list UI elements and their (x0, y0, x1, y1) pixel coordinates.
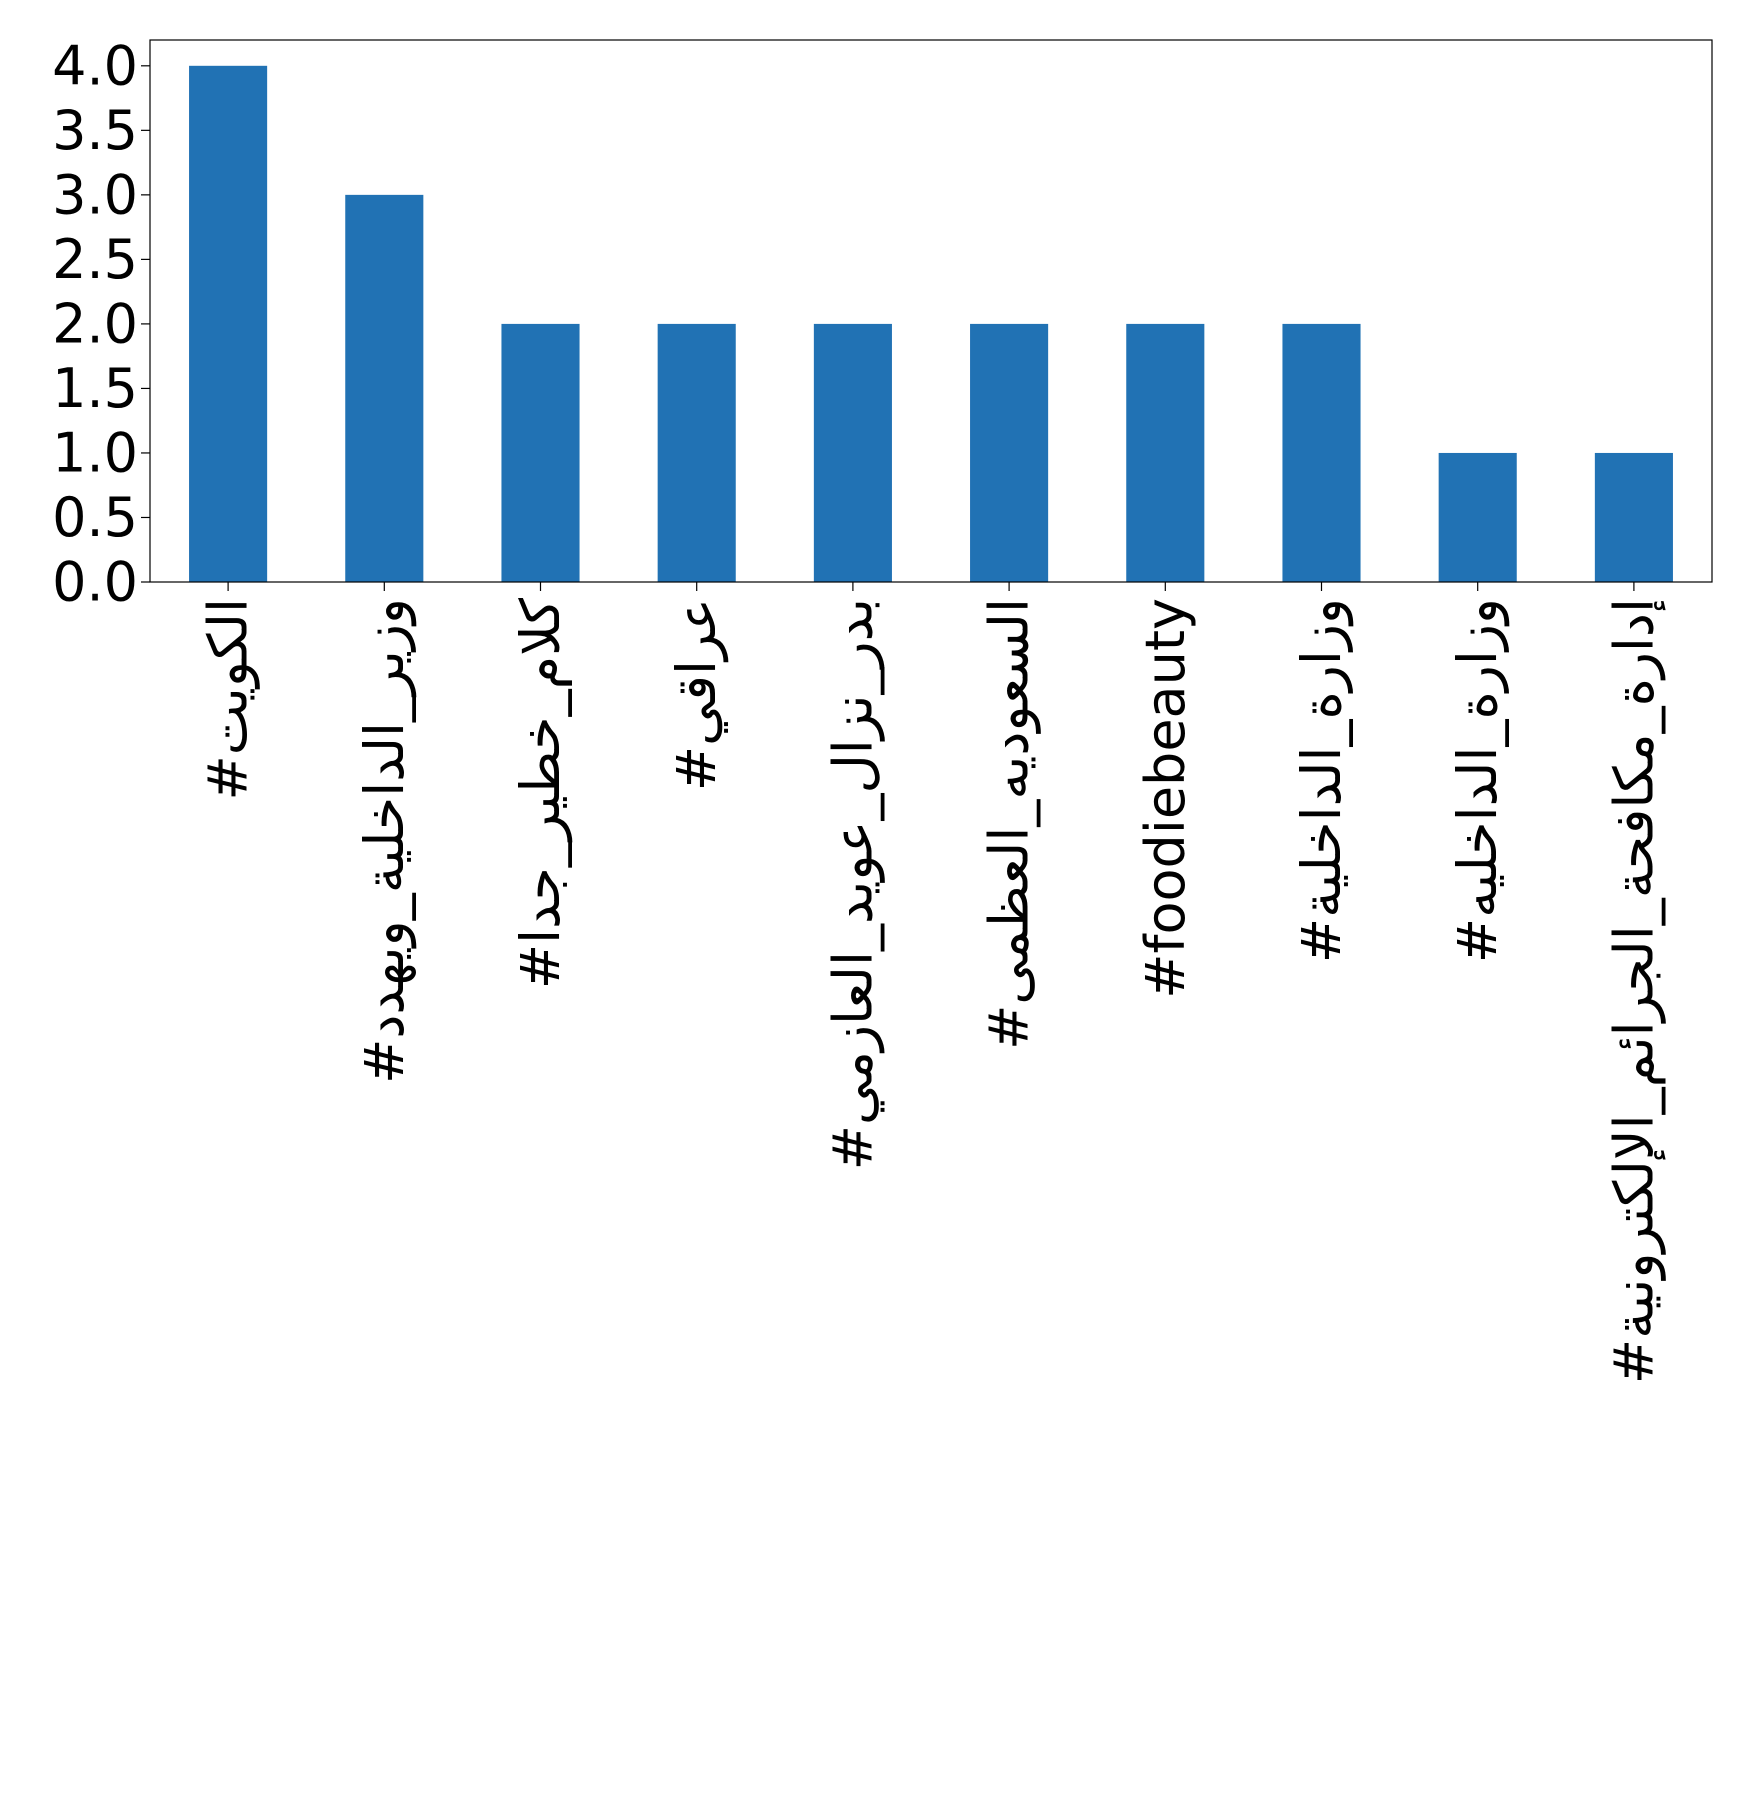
x-tick-label-6: #foodiebeauty (1134, 598, 1197, 999)
y-tick-label-0: 0.0 (52, 551, 138, 614)
x-tick-label-2: #كلام_خطير_جدا (509, 598, 572, 989)
x-tick-label-5: #السعوديه_العظمى (978, 598, 1041, 1050)
bar-0 (189, 65, 268, 582)
bar-2 (501, 323, 580, 582)
y-tick-label-6: 3.0 (52, 163, 138, 226)
bar-9 (1594, 452, 1673, 582)
x-tick-label-1: #وزير_الداخلية_ويهدد (353, 598, 416, 1084)
x-tick-label-9: #إدارة_مكافحة_الجرائم_الإلكترونية (1602, 598, 1665, 1384)
bar-8 (1438, 452, 1517, 582)
y-tick-label-4: 2.0 (52, 292, 138, 355)
y-tick-label-8: 4.0 (52, 34, 138, 97)
bar-3 (657, 323, 736, 582)
y-tick-label-7: 3.5 (52, 99, 138, 162)
bar-5 (970, 323, 1049, 582)
x-tick-label-3: #عراقي (665, 598, 728, 791)
bar-1 (345, 194, 424, 583)
plot-frame (149, 39, 1713, 583)
x-tick-label-7: #وزارة_الداخلية (1290, 598, 1353, 963)
y-tick-label-5: 2.5 (52, 228, 138, 291)
x-tick-label-8: #وزارة_الداخليه (1446, 598, 1509, 963)
y-tick-label-3: 1.5 (52, 357, 138, 420)
bar-4 (813, 323, 892, 582)
bar-7 (1282, 323, 1361, 582)
x-tick-label-0: #الكويت (197, 598, 260, 800)
x-tick-label-4: #بدر_نزال_عويد_العازمي (821, 598, 884, 1170)
y-tick-label-2: 1.0 (52, 421, 138, 484)
bar-6 (1126, 323, 1205, 582)
y-tick-label-1: 0.5 (52, 486, 138, 549)
